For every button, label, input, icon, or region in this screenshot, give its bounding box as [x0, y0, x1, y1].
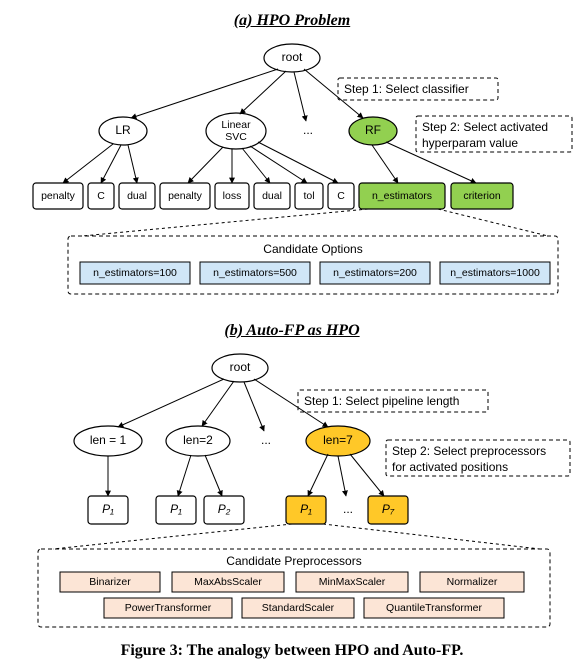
- root-label-b: root: [230, 360, 251, 374]
- svg-text:n_estimators=100: n_estimators=100: [93, 267, 177, 279]
- svg-text:penalty: penalty: [41, 190, 76, 202]
- step2-label-b-l2: for activated positions: [392, 460, 508, 474]
- step1-label-b: Step 1: Select pipeline length: [304, 394, 459, 408]
- figure-caption: Figure 3: The analogy between HPO and Au…: [8, 642, 576, 660]
- svg-text:C: C: [97, 190, 105, 202]
- classifier-rf-label: RF: [365, 123, 381, 137]
- candidate-region-title-b: Candidate Preprocessors: [226, 554, 361, 568]
- panel-a-svg: root Step 1: Select classifier Step 2: S…: [8, 36, 576, 306]
- svg-text:P₁: P₁: [170, 502, 182, 516]
- panel-b-svg: root Step 1: Select pipeline length Step…: [8, 346, 576, 636]
- classifier-linsvc-l2: SVC: [225, 131, 247, 143]
- candidate-region-title: Candidate Options: [263, 242, 362, 256]
- svg-text:dual: dual: [127, 190, 147, 202]
- svg-text:C: C: [337, 190, 345, 202]
- step2-label-l2: hyperparam value: [422, 136, 518, 150]
- svg-text:StandardScaler: StandardScaler: [262, 602, 335, 614]
- svg-text:P₁: P₁: [300, 502, 312, 516]
- svg-text:n_estimators: n_estimators: [372, 190, 432, 202]
- svg-text:criterion: criterion: [463, 190, 501, 202]
- step2-label-b-l1: Step 2: Select preprocessors: [392, 444, 546, 458]
- classifier-linsvc-l1: Linear: [221, 119, 251, 131]
- len-ellipsis: ...: [261, 433, 271, 447]
- panel-b-title: (b) Auto-FP as HPO: [8, 322, 576, 340]
- svg-text:n_estimators=200: n_estimators=200: [333, 267, 417, 279]
- svg-text:n_estimators=1000: n_estimators=1000: [450, 267, 540, 279]
- svg-text:P₂: P₂: [218, 502, 231, 516]
- step1-label: Step 1: Select classifier: [344, 82, 469, 96]
- svg-text:n_estimators=500: n_estimators=500: [213, 267, 297, 279]
- step2-label-l1: Step 2: Select activated: [422, 120, 548, 134]
- svg-text:PowerTransformer: PowerTransformer: [125, 602, 212, 614]
- svg-text:penalty: penalty: [168, 190, 203, 202]
- svg-text:MinMaxScaler: MinMaxScaler: [319, 576, 386, 588]
- svg-text:QuantileTransformer: QuantileTransformer: [386, 602, 482, 614]
- svg-text:P₇: P₇: [382, 502, 395, 516]
- svg-text:P₁: P₁: [102, 502, 114, 516]
- svg-text:len = 1: len = 1: [90, 433, 127, 447]
- classifier-ellipsis: ...: [303, 123, 313, 137]
- svg-text:dual: dual: [262, 190, 282, 202]
- classifier-lr-label: LR: [115, 123, 131, 137]
- leaf-ellipsis: ...: [343, 502, 353, 516]
- svg-text:MaxAbsScaler: MaxAbsScaler: [194, 576, 262, 588]
- panel-a-title: (a) HPO Problem: [8, 12, 576, 30]
- svg-text:len=2: len=2: [183, 433, 213, 447]
- svg-text:tol: tol: [303, 190, 314, 202]
- svg-text:len=7: len=7: [323, 433, 353, 447]
- svg-text:Binarizer: Binarizer: [89, 576, 131, 588]
- svg-text:loss: loss: [223, 190, 242, 202]
- svg-text:Normalizer: Normalizer: [447, 576, 498, 588]
- root-label: root: [282, 50, 303, 64]
